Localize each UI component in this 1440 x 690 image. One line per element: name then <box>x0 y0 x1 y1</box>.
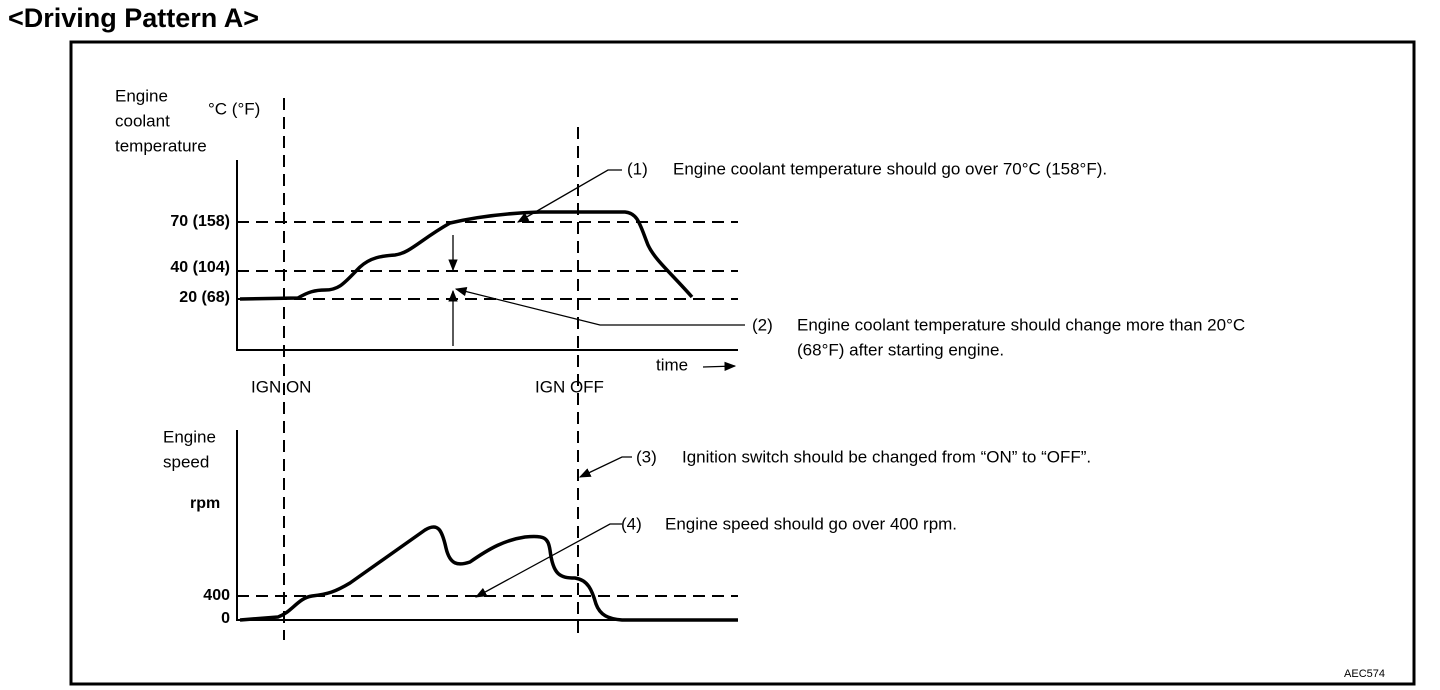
note: (68°F) after starting engine. <box>797 340 1004 359</box>
frame <box>69 40 1416 686</box>
note: Engine coolant temperature should go ove… <box>673 159 1107 178</box>
note-number: (1) <box>627 159 648 178</box>
temperature-curve <box>239 210 694 301</box>
note: Engine coolant temperature should change… <box>797 315 1245 334</box>
title: <Driving Pattern A> <box>8 3 259 33</box>
leader <box>474 523 622 598</box>
note: Ignition switch should be changed from “… <box>682 447 1091 466</box>
event-label: IGN OFF <box>535 377 604 396</box>
axis-label: Engine <box>163 427 216 446</box>
leader <box>454 287 745 326</box>
x-label: time <box>656 355 688 374</box>
tick-label: 20 (68) <box>179 289 230 306</box>
note-number: (2) <box>752 315 773 334</box>
axis-label: Engine <box>115 86 168 105</box>
lower-chart: Engine speed rpm 400 0 <box>163 427 738 627</box>
unit: rpm <box>190 495 220 512</box>
note: Engine speed should go over 400 rpm. <box>665 514 957 533</box>
leader <box>516 169 622 223</box>
tick-label: 70 (158) <box>170 213 230 230</box>
unit: °C (°F) <box>208 99 260 118</box>
tick-label: 40 (104) <box>170 259 230 276</box>
leader <box>578 456 632 478</box>
event-label: IGN ON <box>251 377 311 396</box>
axis-label: temperature <box>115 136 207 155</box>
speed-curve <box>239 525 738 622</box>
axis-label: coolant <box>115 111 170 130</box>
axis-label: speed <box>163 452 209 471</box>
arrow <box>702 361 737 372</box>
axes <box>236 160 738 351</box>
axes <box>236 430 738 621</box>
upper-chart: Engine coolant temperature °C (°F) 70 (1… <box>115 86 745 374</box>
tick-label: 400 <box>203 587 230 604</box>
figure-code: AEC574 <box>1344 668 1385 680</box>
tick-label: 0 <box>221 610 230 627</box>
note-number: (4) <box>621 514 642 533</box>
note-number: (3) <box>636 447 657 466</box>
